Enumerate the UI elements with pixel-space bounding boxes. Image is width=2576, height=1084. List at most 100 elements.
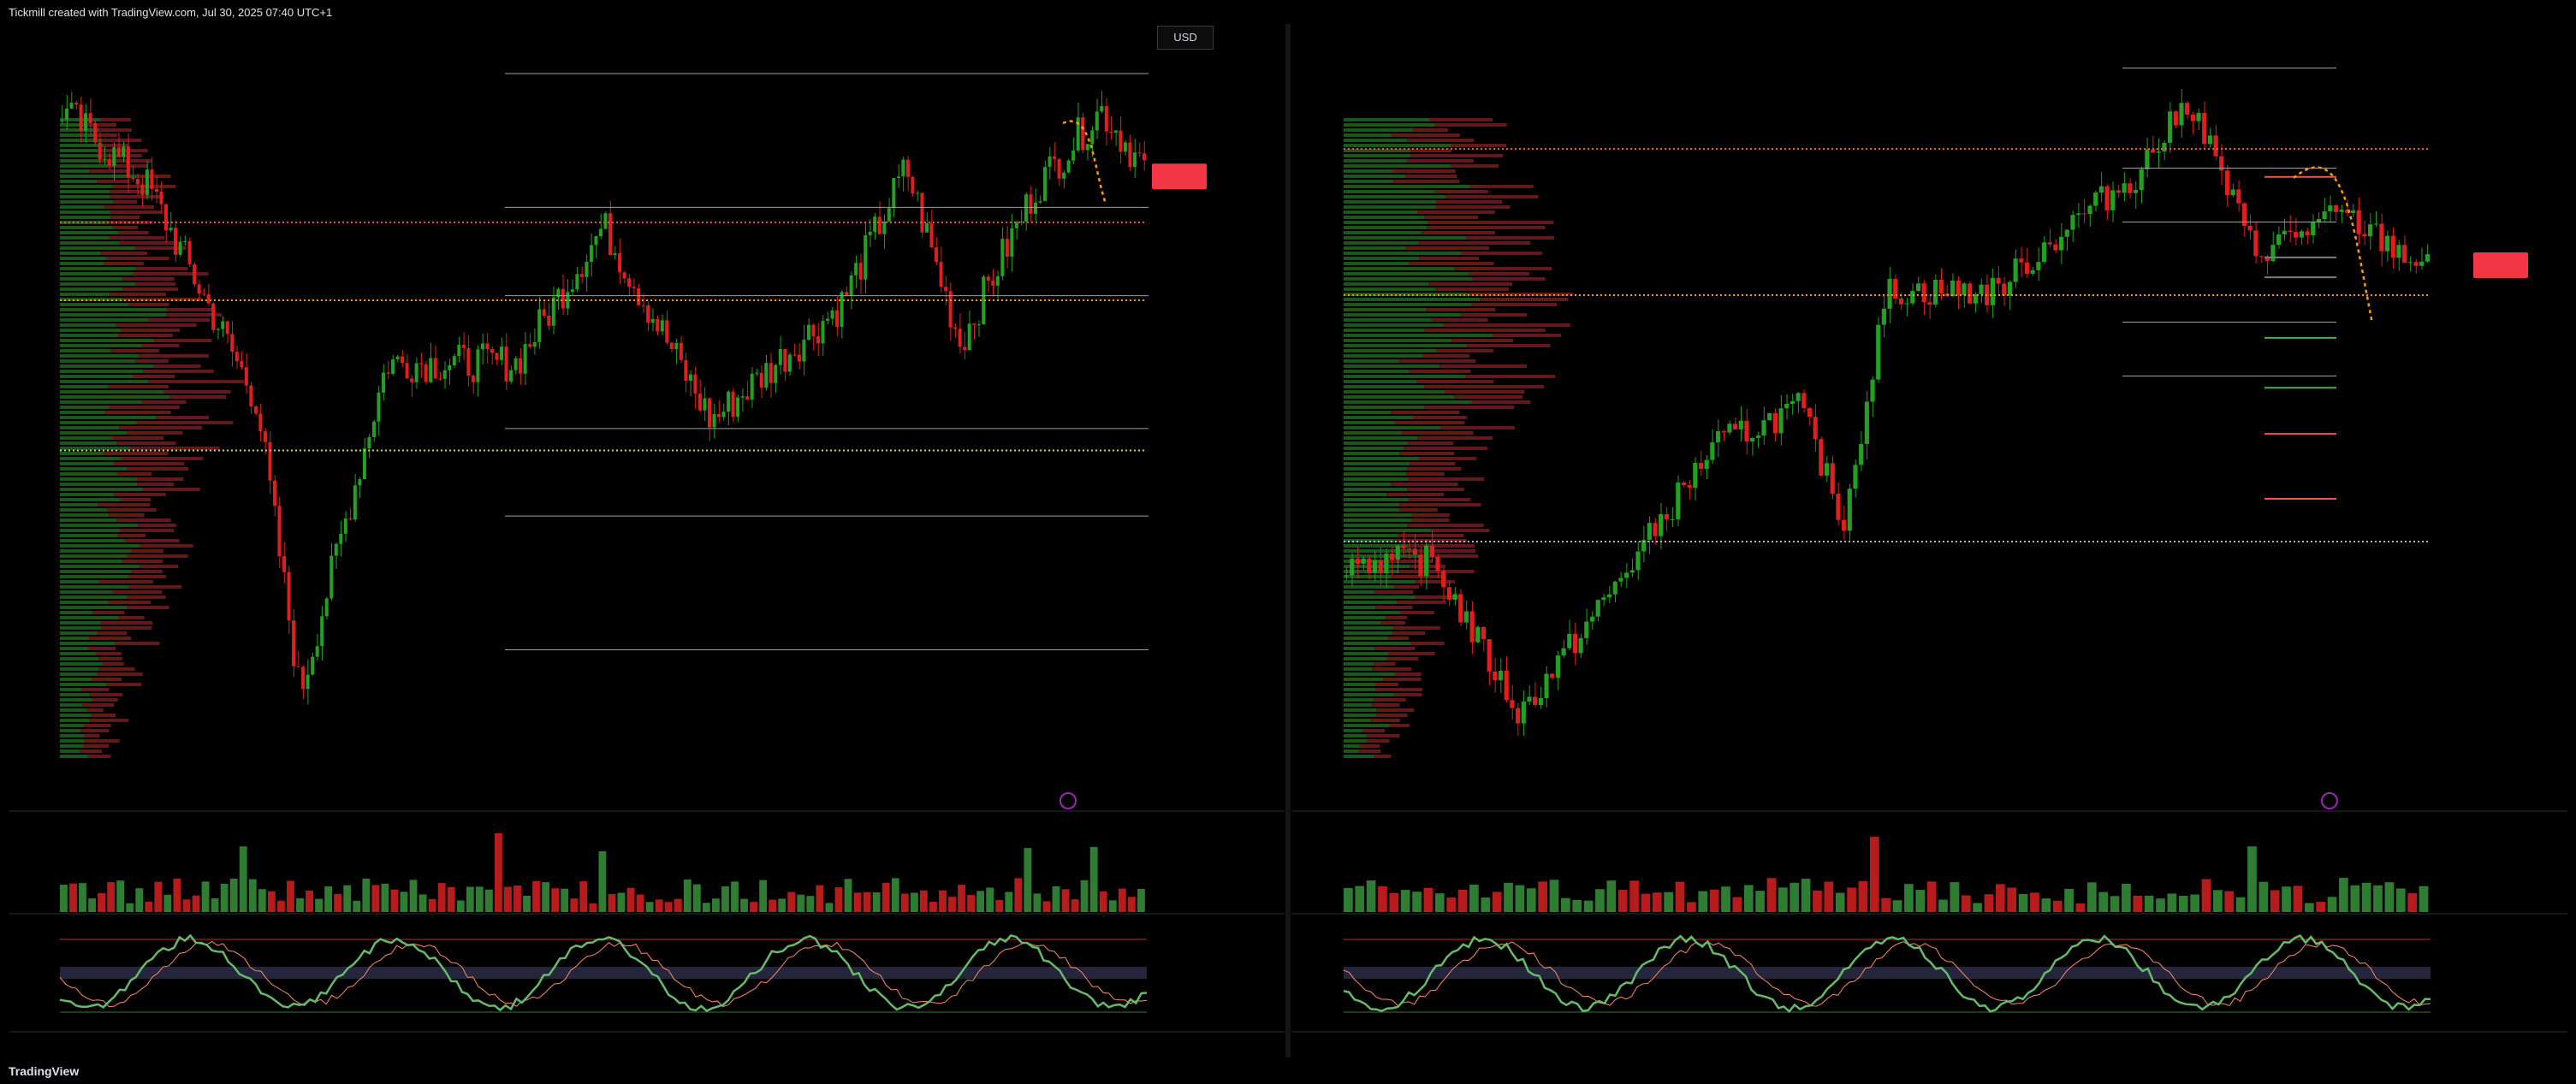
candle-body bbox=[140, 184, 145, 195]
volume-profile-bar bbox=[60, 508, 108, 512]
candle-body bbox=[2133, 190, 2139, 193]
candle-body bbox=[1847, 489, 1852, 531]
currency-button[interactable]: USD bbox=[1157, 26, 1214, 50]
volume-bar bbox=[1583, 900, 1594, 912]
volume-profile-bar bbox=[60, 729, 80, 732]
volume-profile-bar bbox=[106, 683, 142, 686]
volume-profile-bar bbox=[1344, 667, 1373, 671]
candle-body bbox=[154, 188, 158, 193]
volume-profile-bar bbox=[1344, 606, 1376, 609]
volume-profile-bar bbox=[1344, 200, 1437, 204]
volume-profile-bar bbox=[1344, 508, 1399, 512]
volume-profile-bar bbox=[60, 257, 107, 260]
volume-bar bbox=[258, 889, 266, 912]
volume-profile-bar bbox=[1373, 662, 1396, 666]
candle-body bbox=[1469, 611, 1475, 643]
volume-profile-bar bbox=[1344, 411, 1392, 414]
volume-profile-bar bbox=[1439, 426, 1515, 429]
volume-bar bbox=[2007, 887, 2017, 912]
volume-profile-bar bbox=[60, 180, 98, 183]
volume-profile-bar bbox=[1344, 498, 1409, 501]
volume-profile-bar bbox=[1344, 344, 1467, 347]
volume-profile-bar bbox=[1417, 436, 1493, 440]
volume-profile-bar bbox=[103, 452, 169, 455]
volume-profile-bar bbox=[1344, 611, 1401, 614]
candle-body bbox=[811, 324, 816, 337]
candle-body bbox=[240, 361, 244, 368]
volume-bar bbox=[2156, 898, 2165, 912]
tradingview-logo[interactable]: TradingView bbox=[9, 1064, 80, 1078]
candle-body bbox=[2104, 186, 2110, 210]
header-bar: Tickmill created with TradingView.com, J… bbox=[0, 0, 2576, 24]
volume-profile-bar bbox=[1408, 544, 1475, 548]
volume-bar bbox=[2395, 888, 2406, 912]
volume-bar bbox=[910, 892, 918, 912]
candle-body bbox=[835, 310, 840, 327]
left-chart-panel[interactable]: USD bbox=[9, 24, 1285, 1057]
volume-bar bbox=[1847, 887, 1856, 912]
volume-profile-bar bbox=[1436, 200, 1503, 204]
volume-profile-bar bbox=[1344, 406, 1425, 409]
candle-body bbox=[1647, 523, 1652, 541]
candle-body bbox=[1029, 194, 1033, 214]
candle-body bbox=[1076, 117, 1080, 151]
volume-bar bbox=[617, 892, 626, 912]
candle-body bbox=[509, 370, 513, 382]
candle-body bbox=[1463, 611, 1469, 623]
volume-profile-bar bbox=[60, 580, 100, 583]
candle-body bbox=[2139, 169, 2144, 191]
candle-body bbox=[1618, 578, 1623, 582]
right-chart-panel[interactable] bbox=[1292, 24, 2567, 1057]
volume-profile-bar bbox=[60, 370, 144, 373]
volume-profile-bar bbox=[1372, 703, 1400, 707]
volume-profile-bar bbox=[1391, 575, 1446, 578]
candle-body bbox=[1721, 431, 1726, 433]
volume-profile-bar bbox=[133, 375, 175, 378]
volume-profile-bar bbox=[60, 149, 98, 152]
volume-bar bbox=[1881, 897, 1891, 912]
candle-body bbox=[2162, 142, 2167, 152]
volume-bar bbox=[1778, 887, 1788, 912]
volume-bar bbox=[579, 881, 588, 912]
volume-profile-bar bbox=[60, 719, 90, 722]
candle-body bbox=[641, 305, 645, 306]
right-chart-canvas[interactable] bbox=[1292, 24, 2567, 1057]
volume-profile-bar bbox=[120, 529, 175, 532]
candle-body bbox=[1738, 420, 1743, 429]
volume-profile-bar bbox=[139, 565, 179, 568]
candle-body bbox=[471, 376, 475, 382]
volume-profile-bar bbox=[80, 749, 103, 753]
volume-bar bbox=[116, 880, 125, 912]
volume-profile-bar bbox=[118, 334, 173, 337]
volume-bar bbox=[967, 895, 976, 912]
volume-profile-bar bbox=[122, 560, 163, 563]
candle-body bbox=[1071, 150, 1076, 161]
volume-profile-bar bbox=[60, 698, 92, 702]
candle-body bbox=[1066, 160, 1071, 173]
candle-body bbox=[1681, 482, 1687, 486]
volume-profile-bar bbox=[1344, 672, 1395, 676]
volume-profile-bar bbox=[98, 667, 135, 671]
volume-profile-bar bbox=[1387, 637, 1409, 640]
candle-body bbox=[386, 372, 390, 374]
volume-profile-bar bbox=[60, 431, 128, 435]
volume-profile-bar bbox=[136, 477, 184, 481]
candle-body bbox=[2305, 231, 2310, 236]
candle-body bbox=[1727, 424, 1732, 433]
volume-profile-bar bbox=[1415, 580, 1456, 583]
volume-bar bbox=[1434, 893, 1445, 912]
candle-body bbox=[849, 275, 853, 296]
candle-body bbox=[1128, 142, 1132, 168]
candle-body bbox=[721, 412, 726, 418]
volume-profile-bar bbox=[103, 662, 124, 666]
candle-body bbox=[717, 414, 721, 418]
volume-bar bbox=[306, 891, 313, 912]
volume-bar bbox=[1378, 886, 1387, 912]
candle-body bbox=[79, 104, 83, 132]
panel-divider[interactable] bbox=[1285, 24, 1291, 1057]
volume-profile-bar bbox=[148, 318, 211, 322]
volume-profile-bar bbox=[137, 483, 174, 486]
candle-body bbox=[1704, 459, 1709, 470]
left-chart-canvas[interactable] bbox=[9, 24, 1285, 1057]
volume-profile-bar bbox=[60, 452, 104, 455]
